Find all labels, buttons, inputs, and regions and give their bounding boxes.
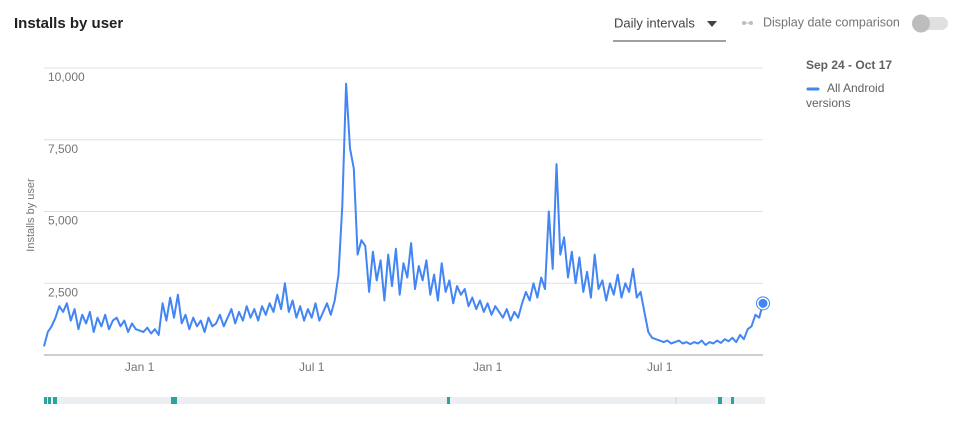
series-line (43, 82, 764, 347)
highlight-point (756, 296, 770, 310)
x-tick-label: Jan 1 (473, 360, 503, 374)
y-tick-label: 10,000 (48, 70, 85, 84)
y-tick-label: 5,000 (48, 214, 78, 228)
y-axis-label: Installs by user (25, 178, 37, 252)
y-tick-label: 7,500 (48, 142, 78, 156)
x-tick-label: Jul 1 (647, 360, 673, 374)
legend-title: Sep 24 - Oct 17 (806, 58, 892, 72)
navigator (44, 397, 765, 404)
chart-title: Installs by user (14, 15, 123, 32)
interval-dropdown[interactable]: Daily intervals (614, 15, 695, 30)
x-tick-label: Jan 1 (125, 360, 155, 374)
y-tick-label: 2,500 (48, 285, 78, 299)
x-tick-label: Jul 1 (299, 360, 325, 374)
comparison-icon (742, 21, 753, 25)
dropdown-arrow[interactable] (707, 21, 717, 27)
comparison-label[interactable]: Display date comparison (763, 15, 900, 29)
toggle-thumb[interactable] (912, 14, 930, 33)
highlight-ring (756, 296, 770, 311)
legend-entry: All Android versions (806, 81, 885, 110)
